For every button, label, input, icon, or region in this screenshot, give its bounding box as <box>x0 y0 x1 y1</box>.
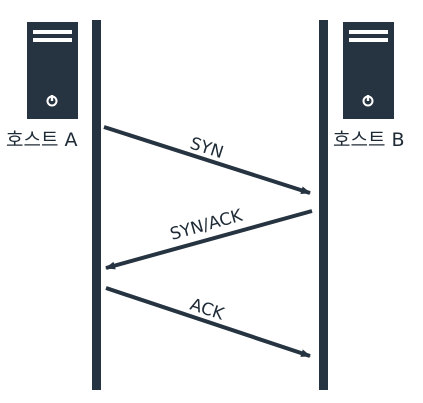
host-a-timeline <box>92 20 101 390</box>
host-a-power-icon <box>46 95 58 107</box>
ack-label: ACK <box>187 295 227 325</box>
host-a-label: 호스트 A <box>6 129 77 151</box>
ack-arrow <box>105 286 311 358</box>
synack-arrow <box>105 209 313 270</box>
host-a-server-icon <box>27 22 78 119</box>
host-b-power-icon <box>362 95 374 107</box>
syn-arrow <box>103 125 311 195</box>
host-b-label: 호스트 B <box>333 129 405 151</box>
host-b-server-icon <box>343 22 394 119</box>
syn-label: SYN <box>187 134 225 163</box>
host-b-timeline <box>319 20 328 390</box>
